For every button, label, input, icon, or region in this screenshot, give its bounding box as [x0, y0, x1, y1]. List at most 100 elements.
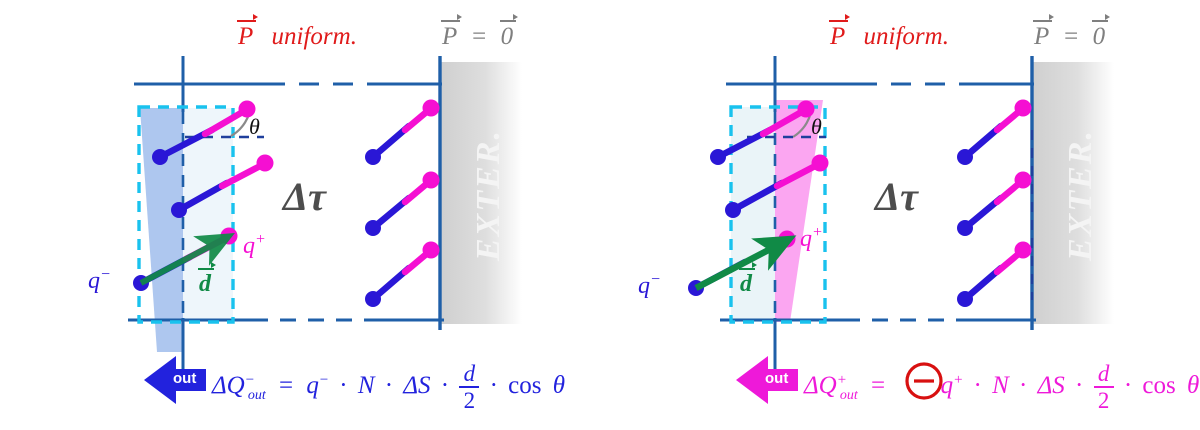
charge-positive-dot	[238, 100, 256, 118]
charge-minus-label-left: q−	[88, 266, 111, 294]
theta-label-left: θ	[249, 114, 260, 139]
charge-positive-dot	[422, 171, 440, 189]
q-symbol: q	[638, 273, 650, 299]
displacement-vector-arrow	[694, 235, 797, 291]
charge-negative-dot	[957, 149, 973, 165]
cos-operator: cos	[1142, 372, 1176, 400]
displacement-label-right: d	[739, 262, 757, 297]
charge-positive-dot	[778, 230, 796, 248]
out-badge-left: out	[173, 370, 197, 387]
left-panel-graphics	[128, 56, 522, 404]
dipole-stem-positive	[759, 106, 809, 138]
dot-operator: ·	[384, 372, 394, 400]
minus-superscript: −	[100, 266, 111, 283]
exterior-label-right: EXTER.	[1061, 129, 1099, 261]
dipole-stem-positive	[218, 160, 268, 190]
fraction-denominator: 2	[463, 388, 476, 414]
equals-sign: =	[470, 23, 488, 50]
fraction-bar	[459, 386, 480, 389]
charge-positive-dot	[220, 227, 238, 245]
d-vector-symbol: d	[739, 262, 757, 297]
cyan-selection-box-right	[729, 105, 827, 324]
p-vector-symbol: P	[828, 14, 851, 50]
exterior-region-left	[440, 62, 522, 324]
dot-operator: ·	[339, 372, 348, 400]
charge-slab-left	[140, 108, 183, 352]
dot-operator: ·	[1019, 372, 1028, 400]
p-vector-symbol: P	[440, 14, 463, 50]
charge-negative-dot	[171, 202, 187, 218]
fraction-bar	[1093, 386, 1114, 389]
charge-positive-dot	[1014, 171, 1032, 189]
fraction-numerator: d	[463, 361, 476, 386]
p-vector-symbol: P	[1032, 14, 1055, 50]
charge-negative-dot	[957, 291, 973, 307]
sign-superscript: +	[836, 371, 847, 388]
out-subscript: out	[247, 388, 266, 404]
q-symbol: q	[306, 372, 319, 400]
equals-sign: =	[279, 372, 294, 400]
zero-vector-symbol: 0	[1091, 14, 1110, 50]
equals-sign: =	[1062, 23, 1080, 50]
plus-superscript: +	[953, 371, 964, 388]
charge-negative-dot	[365, 149, 381, 165]
theta-symbol: θ	[552, 372, 566, 400]
out-arrow-right	[736, 356, 798, 404]
d-vector-symbol: d	[198, 262, 216, 297]
out-arrow-left	[144, 356, 206, 404]
dipole-stem-negative	[175, 179, 231, 214]
delta-q-symbol: ΔQ	[804, 372, 837, 400]
dipole-stem-positive	[201, 106, 250, 138]
delta-s-symbol: ΔS	[1037, 372, 1065, 400]
charge-minus-label-right: q−	[638, 271, 661, 299]
sign-superscript: −	[244, 371, 255, 388]
delta-s-symbol: ΔS	[403, 372, 431, 400]
p-uniform-label-left: P uniform.	[236, 14, 357, 50]
charge-positive-dot	[811, 154, 829, 172]
charge-positive-dot	[422, 241, 440, 259]
zero-vector-symbol: 0	[499, 14, 518, 50]
fraction-denominator: 2	[1097, 388, 1110, 414]
charge-negative-dot	[365, 220, 381, 236]
n-symbol: N	[992, 372, 1009, 400]
charge-positive-dot	[1014, 241, 1032, 259]
charge-plus-label-left: q+	[243, 231, 266, 259]
theta-symbol: θ	[1187, 372, 1200, 400]
out-badge-right: out	[765, 370, 789, 387]
volume-label-right: Δτ	[875, 174, 918, 219]
cos-operator: cos	[508, 372, 542, 400]
n-symbol: N	[357, 372, 375, 400]
theta-label-right: θ	[811, 114, 822, 139]
charge-positive-dot	[256, 154, 274, 172]
q-symbol: q	[243, 233, 255, 259]
p-zero-label-left: P = 0	[440, 14, 518, 50]
minus-superscript: −	[650, 271, 661, 288]
minus-superscript: −	[318, 371, 329, 388]
displacement-vector-arrow	[139, 232, 235, 286]
q-symbol: q	[800, 226, 812, 252]
charge-negative-dot	[152, 149, 168, 165]
charge-negative-dot	[710, 149, 726, 165]
plus-superscript: +	[255, 231, 266, 248]
q-symbol: q	[940, 372, 954, 400]
dot-operator: ·	[1123, 372, 1133, 400]
displacement-label-left: d	[198, 262, 216, 297]
uniform-text: uniform.	[271, 23, 357, 50]
delta-q-symbol: ΔQ	[212, 372, 245, 400]
equation-right: ΔQ+out = q+ · N · ΔS · d 2 · cos θ	[804, 362, 1199, 413]
exterior-label-left: EXTER.	[469, 129, 507, 261]
p-vector-symbol: P	[236, 14, 259, 50]
dot-operator: ·	[489, 372, 498, 400]
dipole-stem-negative	[729, 179, 786, 214]
q-symbol: q	[88, 268, 100, 294]
fraction-numerator: d	[1097, 361, 1110, 386]
p-uniform-label-right: P uniform.	[828, 14, 949, 50]
charge-negative-dot	[957, 220, 973, 236]
charge-positive-dot	[1014, 99, 1032, 117]
uniform-text: uniform.	[863, 23, 949, 50]
equation-left: ΔQ−out = q− · N · ΔS · d 2 · cos θ	[212, 362, 565, 413]
exterior-region-right	[1032, 62, 1114, 324]
dot-operator: ·	[973, 372, 982, 400]
